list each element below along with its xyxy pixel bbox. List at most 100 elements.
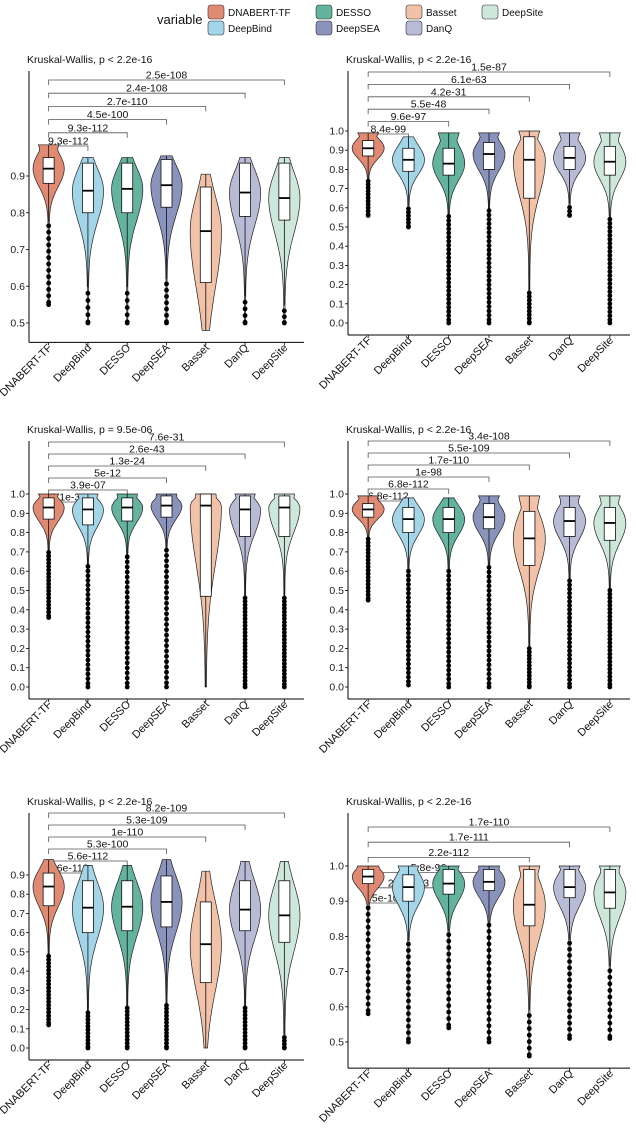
x-tick-label: DESSO bbox=[98, 342, 134, 378]
outlier-point bbox=[607, 684, 613, 690]
outlier-point bbox=[46, 957, 52, 963]
comparison-p-value: 5.8e-96 bbox=[411, 862, 447, 874]
outlier-point bbox=[124, 559, 130, 565]
outlier-point bbox=[607, 677, 613, 683]
box-deepbind bbox=[82, 497, 94, 526]
outlier-point bbox=[486, 569, 492, 575]
legend-label: DeepBind bbox=[228, 24, 272, 35]
y-tick-label: 0.0 bbox=[329, 318, 344, 330]
outlier-point bbox=[486, 680, 492, 686]
outlier-point bbox=[365, 1011, 371, 1017]
outlier-point bbox=[486, 564, 492, 570]
box-basset bbox=[199, 493, 212, 597]
y-tick-label: 0.1 bbox=[10, 1023, 25, 1035]
outlier-point bbox=[446, 582, 452, 588]
outlier-point bbox=[526, 301, 532, 307]
outlier-point bbox=[526, 1045, 532, 1051]
outlier-point bbox=[365, 213, 371, 218]
outlier-point bbox=[46, 581, 52, 587]
outlier-point bbox=[406, 213, 411, 219]
outlier-point bbox=[46, 599, 52, 604]
outlier-point bbox=[486, 1036, 492, 1041]
kruskal-wallis-label: Kruskal-Wallis, p < 2.2e-16 bbox=[346, 424, 472, 436]
outlier-point bbox=[46, 293, 52, 299]
outlier-point bbox=[486, 676, 492, 682]
outlier-point bbox=[446, 604, 452, 610]
outlier-point bbox=[406, 682, 411, 688]
outlier-point bbox=[486, 583, 492, 589]
outlier-point bbox=[281, 320, 287, 326]
comparison-p-value: 1e-98 bbox=[415, 467, 442, 479]
outlier-point bbox=[242, 664, 248, 670]
outlier-point bbox=[85, 1020, 91, 1026]
outlier-point bbox=[124, 1040, 130, 1046]
x-tick-label: DeepBind bbox=[372, 335, 415, 378]
outlier-point bbox=[124, 599, 130, 605]
outlier-point bbox=[446, 654, 452, 659]
outlier-point bbox=[486, 317, 492, 323]
outlier-point bbox=[567, 652, 572, 658]
chart-panel-1: 0.5 0.6 0.7 0.8 0.9 Kruskal-Wallis, p < 2.2e-… bbox=[0, 54, 304, 399]
outlier-point bbox=[365, 182, 371, 187]
y-tick-label: 0.8 bbox=[329, 931, 344, 943]
outlier-point bbox=[486, 264, 492, 270]
outlier-point bbox=[486, 662, 492, 668]
outlier-point bbox=[124, 680, 130, 686]
legend-label: DanQ bbox=[426, 24, 452, 35]
outlier-point bbox=[526, 297, 532, 303]
x-tick-label: DNABERT-TF bbox=[317, 698, 374, 755]
outlier-point bbox=[46, 609, 52, 615]
x-tick-label: DNABERT-TF bbox=[317, 334, 374, 391]
comparison-p-value: 2.6e-43 bbox=[129, 444, 165, 456]
x-tick-label: DeepBind bbox=[51, 1060, 94, 1103]
outlier-point bbox=[406, 992, 411, 998]
outlier-point bbox=[281, 671, 287, 677]
outlier-point bbox=[486, 269, 492, 275]
outlier-point bbox=[85, 666, 91, 672]
outlier-point bbox=[164, 1009, 169, 1015]
outlier-point bbox=[486, 225, 492, 231]
comparison-bracket bbox=[48, 812, 285, 818]
y-tick-label: 0.4 bbox=[329, 604, 344, 616]
comparison-bracket bbox=[367, 841, 570, 848]
outlier-point bbox=[242, 602, 248, 608]
outlier-point bbox=[164, 553, 169, 558]
outlier-point bbox=[406, 604, 411, 609]
outlier-point bbox=[406, 985, 411, 991]
outlier-point bbox=[486, 954, 492, 959]
outlier-point bbox=[446, 255, 452, 261]
outlier-point bbox=[607, 228, 613, 234]
comparison-p-value: 7.6e-31 bbox=[149, 432, 185, 444]
box-danq bbox=[239, 880, 251, 932]
outlier-point bbox=[486, 657, 492, 663]
y-tick-label: 0.4 bbox=[10, 966, 25, 978]
outlier-point bbox=[164, 1040, 169, 1046]
outlier-point bbox=[365, 982, 371, 988]
chart-panel-4: 0.0 0.1 0.2 0.3 0.4 0.5 0.6 0.7 0.8 0.9 1.0 Kruskal… bbox=[317, 424, 630, 756]
outlier-point bbox=[486, 620, 492, 626]
outlier-point bbox=[85, 578, 91, 583]
outlier-point bbox=[446, 1025, 452, 1031]
y-tick-label: 0.3 bbox=[329, 624, 344, 636]
outlier-point bbox=[46, 1006, 52, 1012]
comparison-p-value: 5.3e-109 bbox=[126, 815, 168, 827]
x-tick-label: DeepBind bbox=[51, 342, 94, 385]
y-tick-label: 0.9 bbox=[10, 870, 25, 882]
outlier-point bbox=[365, 567, 371, 573]
outlier-point bbox=[446, 1016, 452, 1021]
outlier-point bbox=[446, 251, 452, 257]
outlier-point bbox=[242, 650, 248, 656]
legend-label: DeepSite bbox=[502, 8, 544, 19]
outlier-point bbox=[567, 940, 572, 946]
outlier-point bbox=[46, 302, 52, 308]
x-tick-label: Basset bbox=[180, 342, 212, 374]
outlier-point bbox=[164, 320, 169, 326]
outlier-point bbox=[446, 234, 452, 240]
outlier-point bbox=[281, 616, 287, 622]
outlier-point bbox=[85, 624, 91, 630]
outlier-point bbox=[365, 205, 371, 211]
outlier-point bbox=[85, 596, 91, 602]
outlier-point bbox=[365, 198, 371, 204]
x-tick-label: DanQ bbox=[222, 1059, 251, 1088]
outlier-point bbox=[85, 568, 91, 574]
